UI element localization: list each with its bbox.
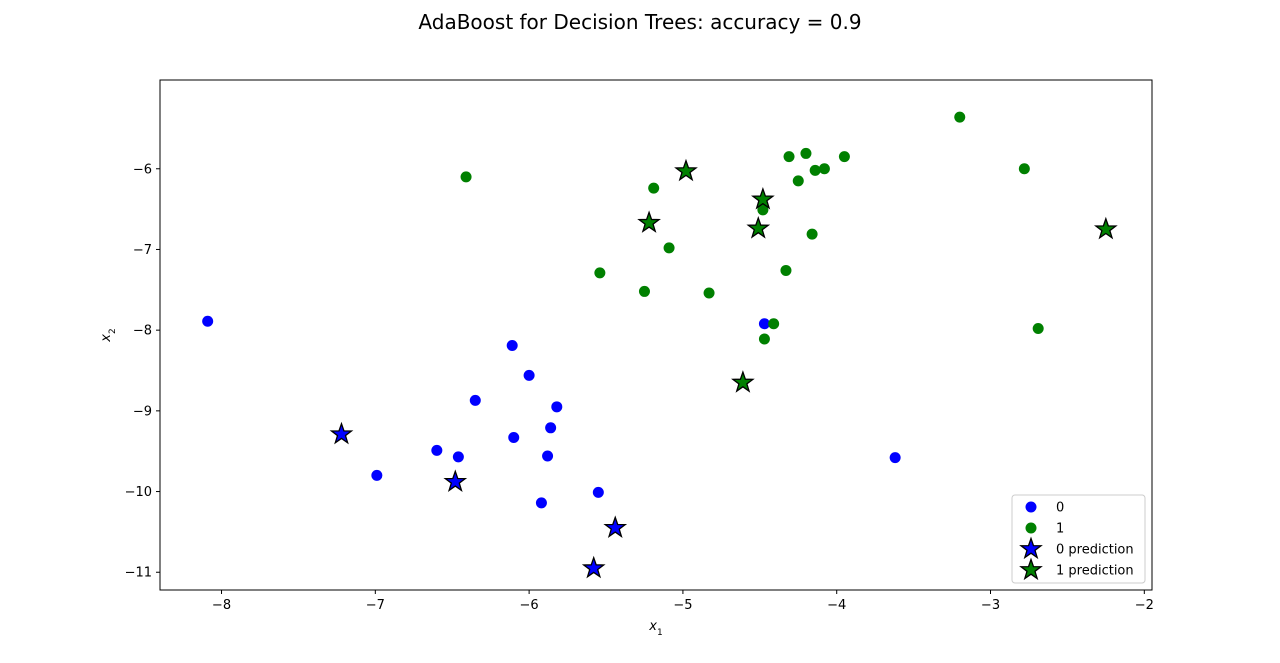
legend-label: 1 prediction	[1056, 564, 1134, 579]
scatter-point-class-0	[508, 431, 520, 443]
scatter-point-class-1	[818, 163, 830, 175]
y-tick-label: −7	[133, 243, 152, 258]
scatter-point-class-0	[523, 369, 535, 381]
plot-frame	[159, 79, 1153, 591]
scatter-point-class-1	[1018, 163, 1030, 175]
scatter-point-class-0	[431, 444, 443, 456]
star-point-class-1-prediction	[1093, 216, 1118, 240]
scatter-point-class-0	[889, 452, 901, 464]
x-axis-label: x1	[648, 619, 662, 638]
x-tick-label: −2	[1135, 598, 1154, 613]
scatter-point-class-1	[792, 175, 804, 187]
scatter-point-class-0	[535, 497, 547, 509]
scatter-point-class-1	[460, 171, 472, 183]
y-axis-label: x2	[99, 328, 118, 342]
scatter-point-class-1	[758, 333, 770, 345]
scatter-point-class-1	[638, 285, 650, 297]
scatter-point-class-0	[545, 422, 557, 434]
y-axis-label-subscript: 2	[108, 328, 118, 334]
plot-area	[160, 80, 1152, 590]
x-tick-label: −8	[212, 598, 231, 613]
star-point-class-0-prediction	[329, 421, 354, 445]
scatter-point-class-0	[758, 318, 770, 330]
y-tick-label: −6	[133, 162, 152, 177]
legend-marker-star	[1019, 557, 1043, 581]
star-point-class-1-prediction	[731, 370, 755, 393]
scatter-point-class-1	[800, 147, 812, 159]
scatter-point-class-1	[780, 264, 792, 276]
scatter-point-class-0	[551, 401, 563, 413]
star-point-class-1-prediction	[746, 215, 771, 239]
legend-items: 0 1 0 prediction 1 prediction	[1019, 501, 1134, 581]
scatter-point-class-1	[783, 151, 795, 163]
star-point-class-1-prediction	[674, 158, 698, 182]
legend-label: 1	[1056, 522, 1064, 537]
scatter-point-class-1	[757, 204, 769, 216]
scatter-point-class-0	[371, 469, 383, 481]
scatter-point-class-0	[202, 315, 214, 327]
scatter-point-class-1	[954, 111, 966, 123]
scatter-point-class-1	[594, 267, 606, 279]
plot-background	[160, 80, 1152, 590]
y-tick-label: −8	[133, 324, 152, 339]
scatter-point-class-1	[648, 182, 660, 194]
y-tick-label: −10	[125, 485, 152, 500]
star-point-class-1-prediction	[637, 210, 661, 233]
scatter-point-class-1	[806, 228, 818, 240]
x-axis-label-main: x	[648, 619, 657, 634]
legend-box	[1011, 494, 1146, 584]
legend-marker-circle	[1025, 501, 1037, 513]
star-point-class-1-prediction	[751, 186, 775, 210]
x-tick-label: −7	[366, 598, 385, 613]
y-tick-label: −11	[125, 566, 152, 581]
scatter-point-class-1	[838, 151, 850, 163]
x-axis-ticks: −8 −7 −6 −5 −4 −3 −2	[212, 590, 1154, 613]
legend-label: 0	[1056, 501, 1064, 516]
y-axis-ticks: −6 −7 −8 −9 −10 −11	[125, 162, 160, 581]
y-axis-label-main: x	[99, 334, 114, 343]
x-tick-label: −5	[673, 598, 692, 613]
scatter-point-class-1	[768, 318, 780, 330]
scatter-point-class-1	[809, 164, 821, 176]
scatter-point-class-1	[1032, 323, 1044, 335]
legend-label: 0 prediction	[1056, 543, 1134, 558]
star-point-class-0-prediction	[603, 515, 628, 538]
scatter-point-class-1	[703, 287, 715, 299]
scatter-point-class-0	[469, 394, 481, 406]
star-point-class-0-prediction	[443, 469, 468, 492]
scatter-point-class-1	[663, 242, 675, 254]
x-axis-label-subscript: 1	[657, 628, 663, 638]
scatter-point-class-0	[542, 450, 554, 462]
legend-marker-star	[1019, 536, 1043, 560]
scatter-point-class-0	[592, 486, 604, 498]
y-tick-label: −9	[133, 404, 152, 419]
x-tick-label: −3	[981, 598, 1000, 613]
legend-marker-circle	[1025, 522, 1037, 534]
chart-title: AdaBoost for Decision Trees: accuracy = …	[418, 10, 861, 34]
scatter-point-class-0	[452, 451, 464, 463]
data-points	[202, 111, 1118, 579]
x-tick-label: −4	[827, 598, 846, 613]
x-tick-label: −6	[520, 598, 539, 613]
scatter-point-class-0	[506, 339, 518, 351]
star-point-class-0-prediction	[581, 555, 606, 579]
legend: 0 1 0 prediction 1 prediction	[1011, 494, 1146, 584]
